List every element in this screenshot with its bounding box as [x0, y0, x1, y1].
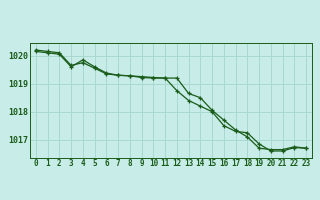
Text: Graphe pression niveau de la mer (hPa): Graphe pression niveau de la mer (hPa) [48, 189, 272, 199]
Text: 0  1  2  3  4  5  6  7  8  9 1011121314151617181920212223: 0 1 2 3 4 5 6 7 8 9 10111213141516171819… [39, 177, 281, 183]
